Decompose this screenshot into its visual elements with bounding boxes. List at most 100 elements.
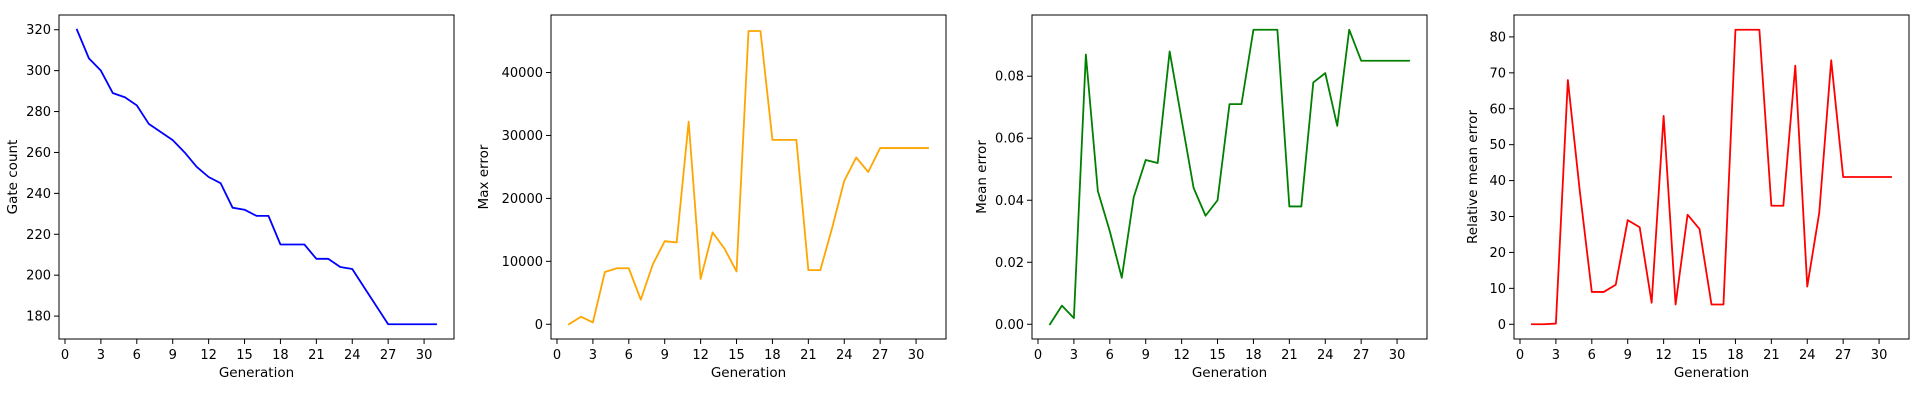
y-tick-label: 320 [26,23,51,38]
data-point [843,180,845,182]
data-point [1265,29,1267,31]
data-point [688,121,690,123]
data-point [807,269,809,271]
data-point [136,105,138,107]
data-point [1723,304,1725,306]
data-point [712,231,714,233]
data-point [1169,51,1171,53]
data-point [855,157,857,159]
x-tick-label: 24 [344,348,361,363]
data-point [244,209,246,211]
x-tick-label: 0 [1516,348,1524,363]
data-point [1687,214,1689,216]
data-point [867,171,869,173]
x-tick-label: 18 [1727,348,1744,363]
x-tick-label: 24 [1799,348,1816,363]
data-point [1854,176,1856,178]
data-point [795,139,797,141]
y-tick-label: 40 [1489,174,1506,189]
data-point [1770,205,1772,207]
x-tick-label: 6 [1588,348,1596,363]
y-tick-label: 0 [1498,318,1506,333]
data-point [927,147,929,149]
data-point [88,57,90,59]
x-tick-label: 21 [800,348,817,363]
data-point [748,30,750,32]
y-tick-label: 70 [1489,66,1506,81]
data-point [1735,29,1737,31]
x-tick-label: 30 [1389,348,1406,363]
data-point [1639,226,1641,228]
x-tick-label: 21 [1281,348,1298,363]
data-point [1109,230,1111,232]
x-tick-label: 6 [1106,348,1114,363]
data-point [580,316,582,318]
x-tick-label: 18 [1245,348,1262,363]
x-tick-label: 12 [1173,348,1190,363]
data-point [1531,323,1533,325]
data-point [1782,205,1784,207]
axes-frame [550,14,947,340]
data-point [1097,190,1099,192]
x-tick-label: 9 [1624,348,1632,363]
data-point [1324,72,1326,74]
data-point [700,278,702,280]
x-tick-label: 24 [1317,348,1334,363]
x-tick-label: 27 [1353,348,1370,363]
data-point [736,271,738,273]
data-point [724,248,726,250]
axes-frame [1031,14,1428,340]
data-point [891,147,893,149]
chart-3: 0 3 6 9 12 15 18 21 24 27 30 0.00 0.02 0.04 0.06 0.08 Ge… [974,14,1428,381]
data-point [1300,206,1302,208]
data-point [76,29,78,31]
y-tick-label: 220 [26,228,51,243]
x-tick-label: 15 [728,348,745,363]
data-point [1842,176,1844,178]
data-point [1336,125,1338,127]
x-tick-label: 3 [589,348,597,363]
y-axis-label: Relative mean error [1465,110,1481,244]
x-tick-label: 3 [1552,348,1560,363]
data-point [375,305,377,307]
data-point [363,287,365,289]
series-line [1531,28,1892,326]
y-tick-label: 0.00 [995,318,1024,333]
x-tick-label: 21 [308,348,325,363]
data-point [1157,162,1159,164]
series-line [567,30,929,326]
data-point [1408,60,1410,62]
data-point [327,258,329,260]
data-point [1543,323,1545,325]
y-tick-label: 40000 [502,66,543,81]
x-tick-label: 27 [380,348,397,363]
y-tick-label: 0.06 [995,132,1024,147]
data-point [1145,159,1147,161]
data-point [1711,304,1713,306]
data-point [184,152,186,154]
data-point [1591,291,1593,293]
x-tick-label: 12 [1655,348,1672,363]
data-point [1276,29,1278,31]
data-point [1806,286,1808,288]
data-point [1049,323,1051,325]
x-tick-label: 15 [1209,348,1226,363]
x-axis-label: Generation [219,365,294,381]
data-point [604,271,606,273]
x-tick-label: 3 [1070,348,1078,363]
data-point [903,147,905,149]
x-tick-label: 15 [236,348,253,363]
x-tick-label: 30 [908,348,925,363]
y-tick-label: 30 [1489,210,1506,225]
data-point [640,299,642,301]
y-tick-label: 0.08 [995,70,1024,85]
y-tick-label: 0.04 [995,194,1024,209]
data-point [652,264,654,266]
data-point [628,267,630,269]
data-point [1288,206,1290,208]
data-point [303,244,305,246]
y-tick-label: 20000 [502,192,543,207]
data-point [592,321,594,323]
data-point [268,215,270,217]
data-point [411,323,413,325]
